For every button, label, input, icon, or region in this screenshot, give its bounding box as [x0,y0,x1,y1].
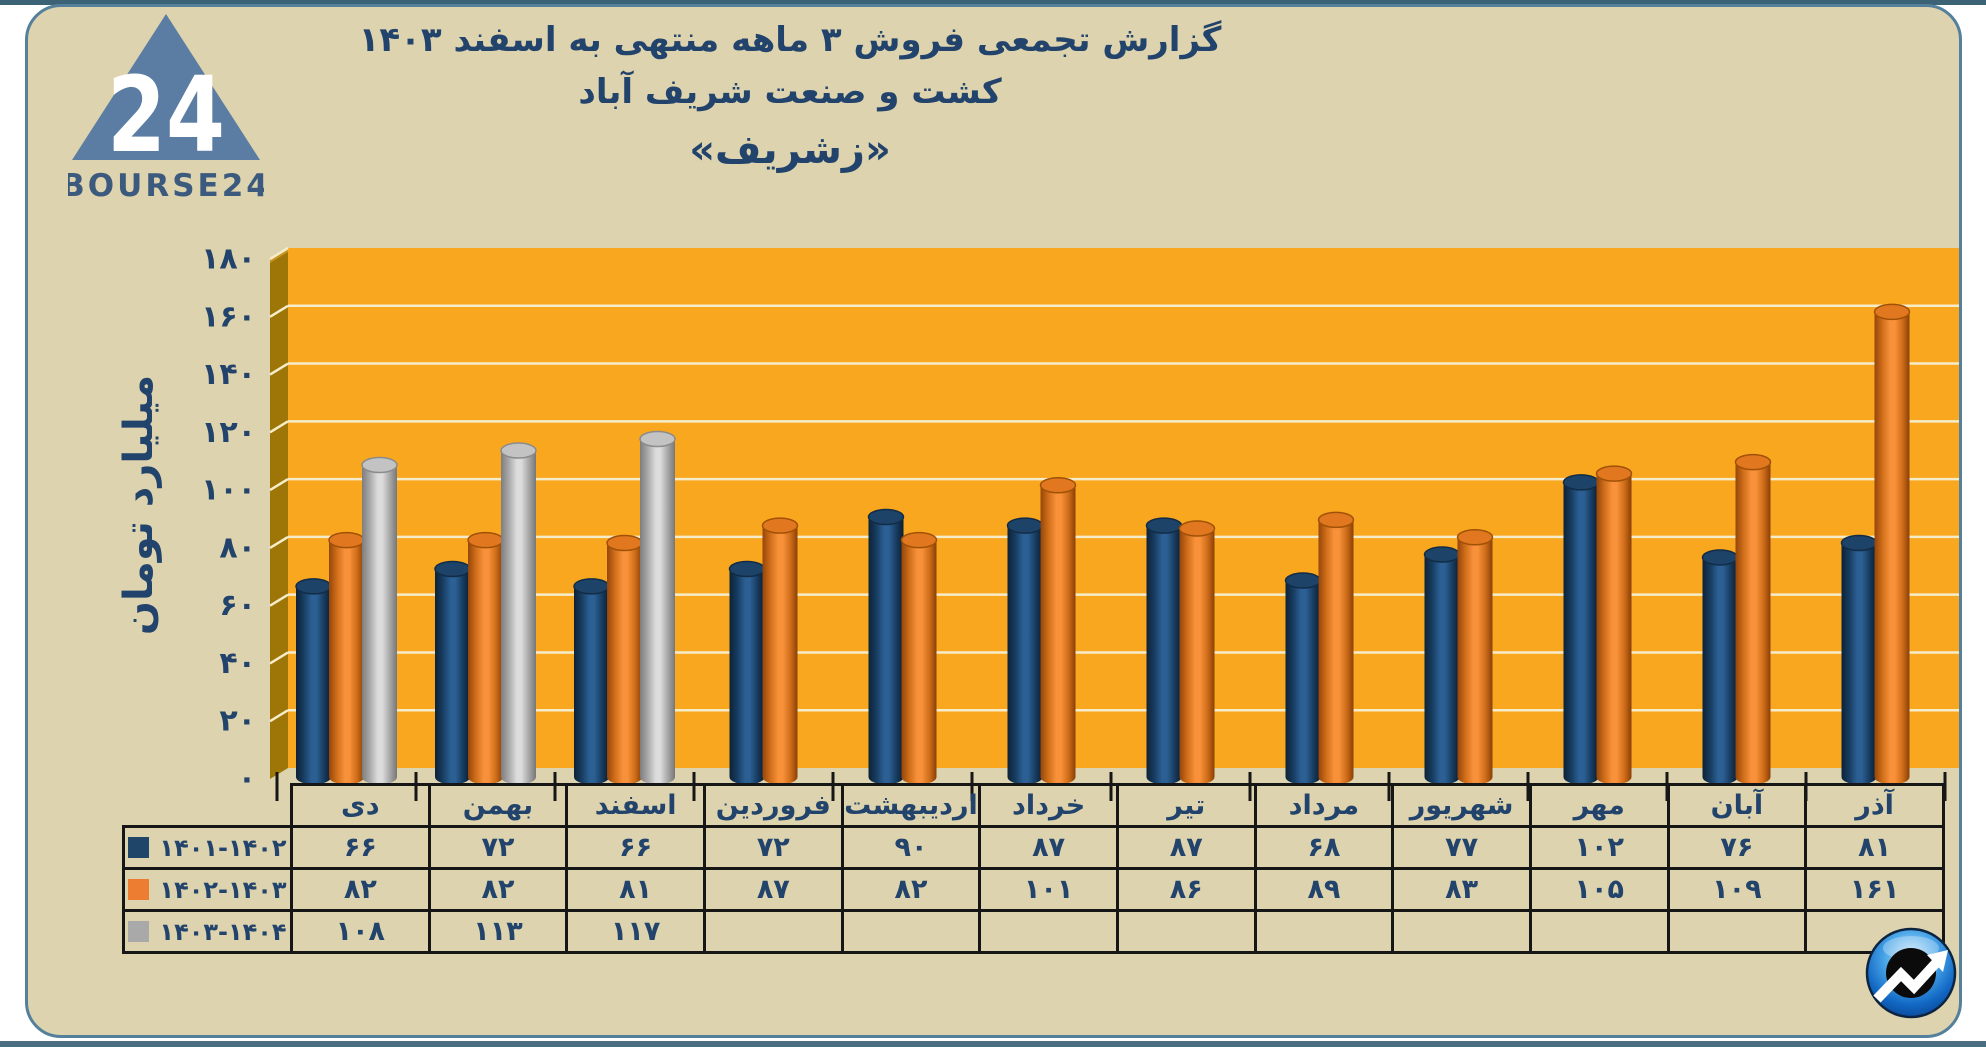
legend-cell: ۱۴۰۲-۱۴۰۳ [122,867,293,912]
legend-cell: ۱۴۰۳-۱۴۰۴ [122,909,293,954]
value-cell: ۸۷ [1115,825,1257,870]
value-cell: ۱۰۸ [290,909,431,954]
value-cell: ۸۱ [1804,825,1945,870]
chart-title-line2: کشت و صنعت شریف آباد [578,72,1002,112]
value-cell [1391,909,1532,954]
title-block: گزارش تجمعی فروش ۳ ماهه منتهی به اسفند ۱… [100,6,1480,176]
value-cell: ۷۲ [702,825,844,870]
series-swatch-icon [128,921,150,942]
month-header-cell: تیر [1115,783,1257,828]
month-header-cell: شهریور [1391,783,1532,828]
value-cell: ۸۶ [1115,867,1257,912]
logo-number: 24 [107,54,225,176]
value-cell: ۶۸ [1253,825,1395,870]
ticker-symbol-title: «زشریف» [689,127,891,173]
value-cell: ۱۱۷ [565,909,706,954]
value-cell [1115,909,1257,954]
value-cell: ۱۱۳ [427,909,569,954]
table-row: ۱۴۰۲-۱۴۰۳ ۸۲ ۸۲ ۸۱ ۸۷ ۸۲ ۱۰۱ ۸۶ ۸۹ ۸۳ ۱۰۵ ۱۰۹ ۱۶۱ [122,867,1945,912]
series-swatch-icon [128,837,150,858]
table-row: ۱۴۰۳-۱۴۰۴ ۱۰۸ ۱۱۳ ۱۱۷ [122,909,1945,954]
value-cell: ۸۱ [565,867,706,912]
value-cell: ۸۲ [427,867,569,912]
logo-wordmark: BOURSE24 [68,168,264,204]
value-cell: ۶۶ [290,825,431,870]
value-cell [840,909,982,954]
value-cell: ۱۰۲ [1528,825,1670,870]
value-cell [702,909,844,954]
series-name: ۱۴۰۱-۱۴۰۲ [159,833,287,862]
bourse24-logo: 24 BOURSE24 [68,14,264,204]
value-cell: ۸۷ [978,825,1119,870]
series-swatch-icon [128,879,150,900]
logo-triangle-icon [72,14,260,160]
top-accent-bar [0,0,1986,5]
trend-arrowhead-icon [1927,950,1948,972]
month-header-cell: فروردین [702,783,844,828]
value-cell [1666,909,1808,954]
legend-header-spacer [124,785,292,827]
bottom-accent-bar [0,1041,1986,1047]
month-header-cell: خرداد [978,783,1119,828]
value-cell: ۷۲ [427,825,569,870]
value-cell: ۸۹ [1253,867,1395,912]
value-cell: ۶۶ [565,825,706,870]
month-header-cell: مهر [1528,783,1670,828]
value-cell: ۱۰۱ [978,867,1119,912]
value-cell: ۱۶۱ [1804,867,1945,912]
bourse24-trend-icon [1865,927,1957,1019]
month-header-cell: مرداد [1253,783,1395,828]
chart-title-line1: گزارش تجمعی فروش ۳ ماهه منتهی به اسفند ۱… [358,20,1222,60]
month-header-cell: دی [290,783,431,828]
value-cell [1253,909,1395,954]
trend-arrow-icon [1873,959,1940,1003]
value-cell: ۹۰ [840,825,982,870]
badge-center [1886,948,1936,998]
value-cell: ۸۳ [1391,867,1532,912]
value-cell: ۱۰۵ [1528,867,1670,912]
series-name: ۱۴۰۳-۱۴۰۴ [159,917,287,946]
month-header-cell: بهمن [427,783,569,828]
legend-cell: ۱۴۰۱-۱۴۰۲ [122,825,293,870]
value-cell: ۷۶ [1666,825,1808,870]
value-cell [978,909,1119,954]
month-header-cell: آذر [1804,783,1945,828]
value-cell [1528,909,1670,954]
value-cell: ۱۰۹ [1666,867,1808,912]
data-table: دی بهمن اسفند فروردین اردیبهشت خرداد تیر مرداد ش… [122,783,1945,954]
month-header-cell: اردیبهشت [840,783,982,828]
month-header-cell: اسفند [565,783,706,828]
month-header-cell: آبان [1666,783,1808,828]
series-name: ۱۴۰۲-۱۴۰۳ [159,875,287,904]
value-cell: ۸۲ [290,867,431,912]
value-cell: ۷۷ [1391,825,1532,870]
value-cell: ۸۲ [840,867,982,912]
value-cell: ۸۷ [702,867,844,912]
table-row: ۱۴۰۱-۱۴۰۲ ۶۶ ۷۲ ۶۶ ۷۲ ۹۰ ۸۷ ۸۷ ۶۸ ۷۷ ۱۰۲ ۷۶ ۸۱ [122,825,1945,870]
